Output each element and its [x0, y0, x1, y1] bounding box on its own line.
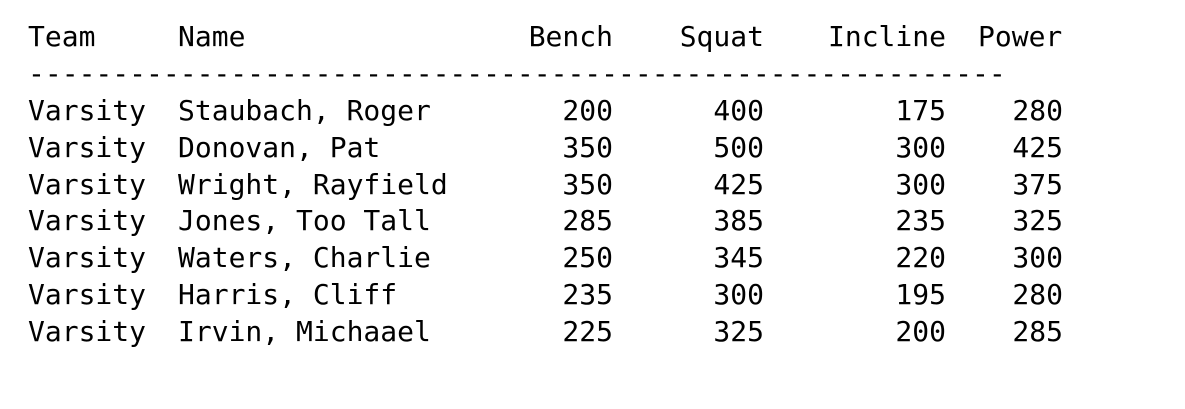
cell-squat: 325 [713, 314, 764, 348]
table-body: Varsity Staubach, Roger 200 400 175 280 Varsit… [28, 92, 1168, 350]
cell-name: Donovan, Pat [178, 130, 381, 164]
cell-incline: 235 [895, 204, 946, 238]
table-row: Varsity Irvin, Michaael 225 325 200 285 [28, 313, 1168, 350]
header-bench: Bench [528, 20, 613, 53]
cell-team: Varsity [28, 277, 147, 311]
cell-squat: 385 [713, 204, 764, 238]
cell-squat: 345 [713, 241, 764, 275]
cell-team: Varsity [28, 204, 147, 238]
table-row: Varsity Wright, Rayfield 350 425 300 375 [28, 166, 1168, 203]
cell-squat: 400 [713, 94, 764, 127]
cell-power: 285 [1012, 314, 1063, 348]
roster-report: Team Name Bench Squat Incline Power ----… [28, 18, 1168, 350]
cell-name: Jones, Too Tall [178, 204, 431, 238]
cell-power: 280 [1012, 94, 1063, 127]
cell-team: Varsity [28, 167, 147, 201]
cell-bench: 235 [562, 277, 613, 311]
cell-name: Wright, Rayfield [178, 167, 448, 201]
cell-power: 325 [1012, 204, 1063, 238]
cell-name: Staubach, Roger [178, 94, 431, 127]
table-row: Varsity Donovan, Pat 350 500 300 425 [28, 129, 1168, 166]
cell-squat: 300 [713, 277, 764, 311]
header-name: Name [178, 20, 246, 53]
header-team: Team [28, 20, 96, 53]
cell-bench: 350 [562, 130, 613, 164]
table-row: Varsity Jones, Too Tall 285 385 235 325 [28, 202, 1168, 239]
header-row: Team Name Bench Squat Incline Power [28, 18, 1168, 55]
cell-team: Varsity [28, 94, 147, 127]
cell-incline: 220 [895, 241, 946, 275]
cell-bench: 250 [562, 241, 613, 275]
cell-bench: 285 [562, 204, 613, 238]
header-squat: Squat [679, 20, 764, 53]
cell-squat: 425 [713, 167, 764, 201]
cell-team: Varsity [28, 314, 147, 348]
cell-incline: 300 [895, 167, 946, 201]
cell-name: Harris, Cliff [178, 277, 398, 311]
header-incline: Incline [827, 20, 946, 53]
cell-name: Irvin, Michaael [178, 314, 431, 348]
table-row: Varsity Waters, Charlie 250 345 220 300 [28, 239, 1168, 276]
header-power: Power [978, 20, 1063, 53]
cell-incline: 200 [895, 314, 946, 348]
cell-bench: 225 [562, 314, 613, 348]
cell-incline: 175 [895, 94, 946, 127]
header-divider: ----------------------------------------… [28, 57, 1006, 90]
cell-incline: 195 [895, 277, 946, 311]
cell-power: 425 [1012, 130, 1063, 164]
cell-squat: 500 [713, 130, 764, 164]
cell-name: Waters, Charlie [178, 241, 431, 275]
cell-team: Varsity [28, 241, 147, 275]
cell-team: Varsity [28, 130, 147, 164]
cell-bench: 350 [562, 167, 613, 201]
cell-power: 280 [1012, 277, 1063, 311]
cell-power: 300 [1012, 241, 1063, 275]
table-row: Varsity Staubach, Roger 200 400 175 280 [28, 92, 1168, 129]
cell-power: 375 [1012, 167, 1063, 201]
cell-bench: 200 [562, 94, 613, 127]
cell-incline: 300 [895, 130, 946, 164]
table-row: Varsity Harris, Cliff 235 300 195 280 [28, 276, 1168, 313]
